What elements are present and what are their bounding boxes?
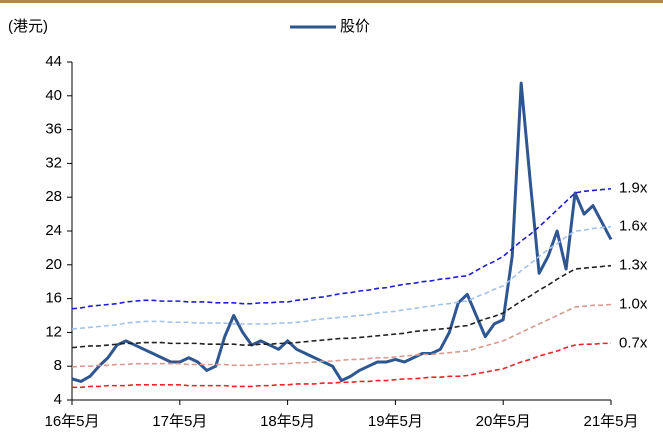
x-tick-label: 20年5月	[476, 413, 531, 430]
band-label: 1.3x	[619, 257, 648, 274]
y-tick-label: 24	[45, 222, 62, 239]
y-tick-label: 8	[54, 357, 62, 374]
band-label: 1.9x	[619, 180, 648, 197]
y-tick-label: 16	[45, 290, 62, 307]
band-label: 0.7x	[619, 334, 648, 351]
x-tick-label: 17年5月	[152, 413, 207, 430]
y-unit: (港元)	[8, 18, 48, 35]
y-tick-label: 36	[45, 121, 62, 138]
band-line	[71, 264, 612, 349]
band-line	[72, 342, 611, 389]
legend-label: 股价	[340, 18, 370, 35]
x-tick-label: 16年5月	[44, 413, 99, 430]
y-tick-label: 4	[54, 391, 62, 408]
y-tick-label: 12	[45, 323, 62, 340]
y-tick-label: 32	[45, 154, 62, 171]
y-tick-label: 44	[45, 53, 62, 70]
y-tick-label: 40	[45, 87, 62, 104]
x-tick-label: 19年5月	[368, 413, 423, 430]
band-line	[71, 225, 612, 330]
band-label: 1.0x	[619, 295, 648, 312]
y-tick-label: 28	[45, 188, 62, 205]
band-line	[71, 303, 612, 368]
x-tick-label: 18年5月	[260, 413, 315, 430]
band-label: 1.6x	[619, 218, 648, 235]
price-line	[71, 81, 613, 383]
x-tick-label: 21年5月	[583, 413, 638, 430]
band-line	[71, 187, 612, 310]
y-tick-label: 20	[45, 256, 62, 273]
top-rule	[0, 0, 663, 3]
